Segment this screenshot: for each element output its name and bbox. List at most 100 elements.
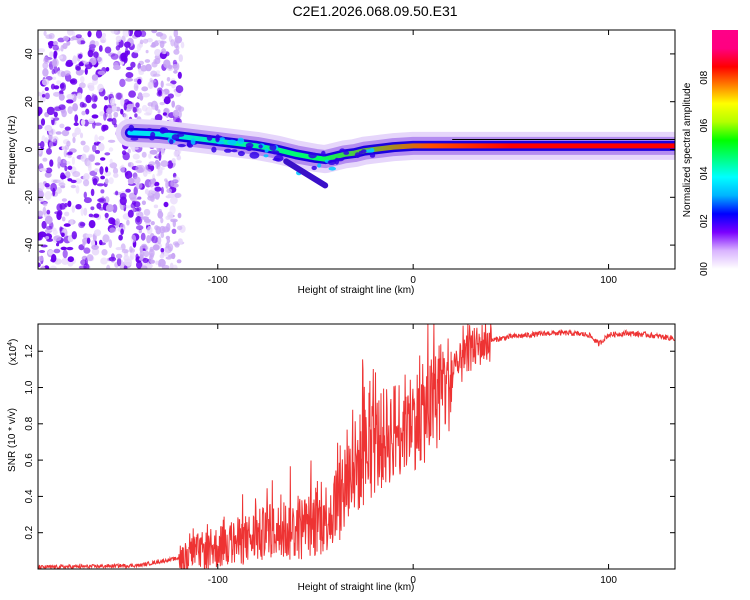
noise-blob <box>109 158 113 164</box>
noise-blob <box>126 219 130 226</box>
noise-blob <box>38 106 43 115</box>
noise-blob <box>167 93 174 99</box>
noise-blob <box>165 83 173 87</box>
noise-blob <box>74 178 83 184</box>
noise-blob <box>108 177 114 185</box>
noise-blob <box>112 204 118 213</box>
noise-blob <box>136 216 141 223</box>
noise-blob <box>145 49 149 54</box>
noise-blob <box>159 40 165 49</box>
noise-blob <box>160 80 164 88</box>
noise-blob <box>135 164 143 174</box>
noise-blob <box>157 166 163 174</box>
noise-blob <box>104 212 109 218</box>
snr-multiplier-close: ) <box>8 339 19 342</box>
noise-blob <box>84 174 90 180</box>
noise-blob <box>148 161 156 166</box>
noise-blob <box>125 188 131 193</box>
chart-title: C2E1.2026.068.09.50.E31 <box>292 3 458 19</box>
noise-blob <box>178 54 183 62</box>
signal-blob <box>245 145 253 152</box>
noise-blob <box>142 38 149 44</box>
noise-blob <box>80 119 86 126</box>
noise-blob <box>62 35 70 42</box>
noise-blob <box>165 242 170 249</box>
noise-blob <box>171 228 177 234</box>
noise-blob <box>173 30 179 38</box>
noise-blob <box>174 192 182 199</box>
noise-blob <box>120 228 124 235</box>
noise-blob <box>94 134 99 143</box>
noise-blob <box>64 165 68 172</box>
noise-blob <box>72 103 78 112</box>
noise-blob <box>109 162 118 169</box>
noise-blob <box>76 92 83 99</box>
noise-blob <box>38 210 44 217</box>
noise-blob <box>115 218 120 227</box>
noise-blob <box>107 118 113 122</box>
signal-blob <box>358 150 363 156</box>
snr-multiplier-exp: 4 <box>7 342 14 346</box>
noise-blob <box>134 113 138 118</box>
noise-blob <box>126 103 135 109</box>
noise-blob <box>165 180 169 189</box>
noise-blob <box>83 247 91 254</box>
noise-blob <box>155 260 159 265</box>
noise-blob <box>154 104 159 111</box>
noise-blob <box>152 73 161 77</box>
noise-blob <box>60 45 64 52</box>
noise-blob <box>97 83 104 93</box>
spectrogram-y-tick-label: 20 <box>24 96 35 108</box>
noise-blob <box>120 108 124 115</box>
signal-blob <box>317 163 322 168</box>
noise-blob <box>64 126 71 131</box>
noise-blob <box>42 157 48 162</box>
noise-blob <box>51 254 57 263</box>
noise-blob <box>171 252 176 260</box>
noise-blob <box>75 185 80 194</box>
noise-blob <box>113 111 119 118</box>
spectrogram-y-tick-label: -40 <box>24 237 35 252</box>
noise-blob <box>147 102 154 107</box>
signal-blob <box>328 166 336 171</box>
noise-blob <box>90 188 95 197</box>
noise-blob <box>171 100 175 108</box>
spectrogram-y-tick-label: 0 <box>24 146 35 152</box>
noise-blob <box>115 253 123 259</box>
noise-blob <box>158 208 162 214</box>
spectrogram-y-axis-label: Frequency (Hz) <box>7 116 18 185</box>
noise-blob <box>130 61 136 68</box>
noise-blob <box>44 124 52 132</box>
noise-blob <box>120 164 125 174</box>
noise-blob <box>139 250 145 258</box>
noise-blob <box>55 131 62 135</box>
noise-blob <box>79 40 86 45</box>
noise-blob <box>85 108 90 115</box>
signal-blob <box>211 146 217 153</box>
noise-blob <box>99 242 106 246</box>
noise-blob <box>44 215 53 225</box>
noise-blob <box>110 97 116 106</box>
noise-blob <box>169 205 176 215</box>
noise-blob <box>146 235 152 244</box>
signal-blob <box>150 131 156 139</box>
noise-blob <box>122 30 130 38</box>
noise-blob <box>153 181 160 187</box>
noise-blob <box>166 188 172 193</box>
noise-blob <box>59 83 65 89</box>
noise-blob <box>135 160 142 164</box>
snr-frame <box>37 323 676 570</box>
noise-blob <box>151 42 156 48</box>
noise-blob <box>94 168 99 173</box>
noise-blob <box>67 200 72 207</box>
signal-blob <box>269 144 277 151</box>
noise-blob <box>176 259 182 264</box>
noise-blob <box>131 200 137 205</box>
signal-blob <box>311 165 317 171</box>
noise-blob <box>103 112 107 121</box>
noise-blob <box>91 175 100 183</box>
snr-y-axis-label: SNR (10 * v/v) <box>7 408 18 472</box>
noise-blob <box>46 106 55 116</box>
noise-blob <box>77 53 83 59</box>
